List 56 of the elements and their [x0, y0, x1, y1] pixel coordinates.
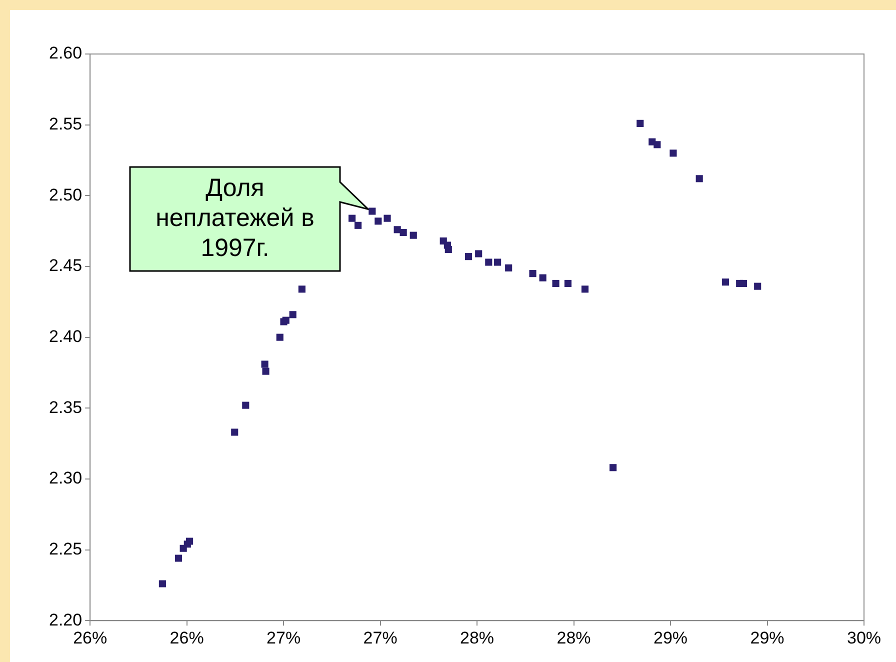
point [384, 214, 391, 222]
point [231, 428, 238, 436]
annotation: Доля неплатежей в 1997г. [156, 174, 314, 262]
point [298, 286, 306, 293]
x-tick-label: 28% [556, 628, 591, 648]
x-tick-label: 30% [846, 628, 882, 648]
point [444, 246, 452, 254]
point [564, 280, 572, 288]
point [610, 464, 617, 472]
point [289, 311, 296, 318]
y-tick-label: 2.60 [48, 44, 82, 63]
point [158, 580, 166, 588]
y-tick-label: 2.50 [48, 185, 82, 204]
y-tick-label: 2.25 [48, 539, 82, 558]
x-tick-label: 27% [266, 628, 301, 648]
y-tick-label: 2.45 [48, 256, 82, 276]
point [696, 175, 703, 182]
point [348, 214, 356, 222]
point [400, 228, 407, 236]
point [670, 150, 677, 157]
point [529, 270, 536, 278]
point [174, 554, 182, 562]
point [261, 360, 268, 368]
y-tick-label: 2.55 [48, 114, 82, 134]
point [581, 286, 589, 293]
y-tick-label: 2.20 [48, 610, 82, 630]
point [475, 250, 482, 258]
point [636, 120, 644, 127]
point [354, 222, 362, 229]
x-tick-label: 26% [73, 628, 108, 648]
point [552, 280, 560, 288]
point [368, 208, 376, 215]
x-tick-label: 26% [170, 628, 204, 648]
x-tick-label: 29% [654, 628, 688, 648]
x-tick-label: 29% [750, 628, 784, 648]
point [539, 274, 546, 282]
y-tick-label: 2.35 [48, 398, 82, 417]
point [494, 258, 502, 266]
point [464, 253, 472, 260]
point [186, 538, 194, 545]
y-tick-label: 2.30 [48, 468, 82, 488]
point [276, 334, 284, 341]
point [485, 258, 492, 266]
point [754, 282, 762, 290]
point [242, 402, 250, 409]
point [262, 368, 270, 375]
point [740, 280, 747, 288]
point [410, 232, 417, 239]
point [505, 264, 512, 272]
point [374, 218, 382, 225]
x-tick-label: 27% [363, 628, 398, 648]
y-tick-label: 2.40 [48, 326, 82, 346]
x-tick-label: 28% [460, 628, 494, 648]
point [722, 278, 730, 286]
point [654, 141, 661, 148]
point [394, 226, 401, 234]
